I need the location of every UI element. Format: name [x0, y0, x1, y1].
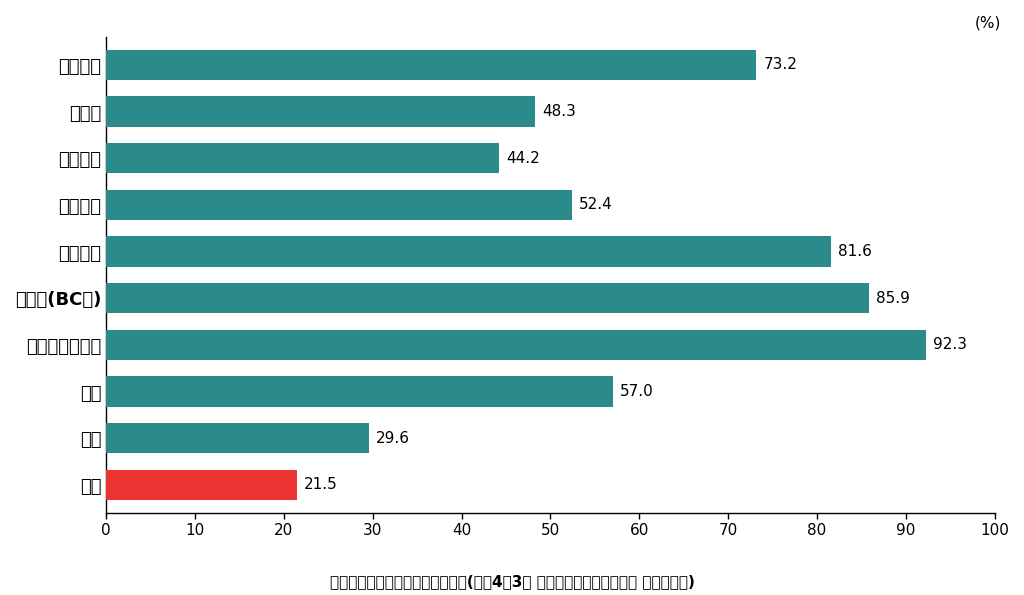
Bar: [106, 283, 869, 314]
Text: 73.2: 73.2: [764, 58, 798, 73]
Bar: [106, 330, 926, 360]
Bar: [106, 190, 571, 220]
Text: 48.3: 48.3: [543, 104, 577, 119]
Text: 85.9: 85.9: [877, 291, 910, 306]
Text: 92.3: 92.3: [933, 337, 968, 352]
Bar: [106, 470, 297, 500]
Text: 52.4: 52.4: [579, 198, 612, 212]
Bar: [106, 236, 831, 267]
Text: 29.6: 29.6: [376, 431, 411, 446]
Bar: [106, 96, 536, 127]
Bar: [106, 377, 612, 407]
Text: (%): (%): [975, 15, 1001, 30]
Text: 21.5: 21.5: [304, 477, 338, 493]
Text: 44.2: 44.2: [506, 151, 540, 166]
Bar: [106, 423, 370, 453]
Bar: [106, 50, 757, 80]
Bar: [106, 143, 499, 173]
Text: 81.6: 81.6: [839, 244, 872, 259]
Text: 出典：社会的養育の推進に向けて(令和4年3月 厘生労働省子ども家庭局 家庭福祉課): 出典：社会的養育の推進に向けて(令和4年3月 厘生労働省子ども家庭局 家庭福祉課…: [330, 574, 694, 589]
Text: 57.0: 57.0: [620, 384, 653, 399]
